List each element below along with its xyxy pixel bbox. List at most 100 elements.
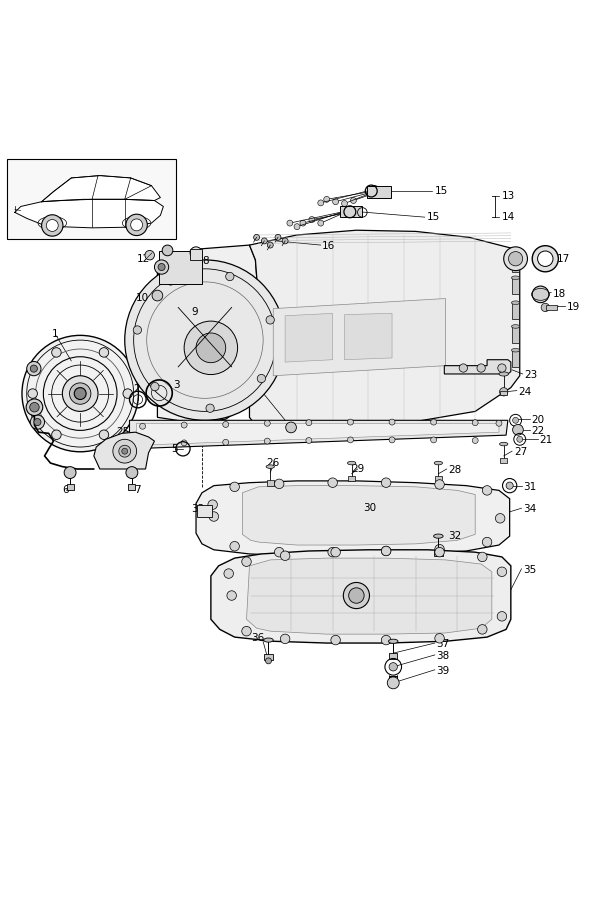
Circle shape [30,415,45,429]
Polygon shape [42,176,160,202]
Bar [512,327,519,343]
Circle shape [497,612,507,621]
Bar [197,505,212,517]
Ellipse shape [347,462,356,464]
Circle shape [242,557,251,566]
Ellipse shape [434,462,443,464]
Circle shape [343,582,369,608]
Circle shape [145,250,154,260]
Text: 12: 12 [137,254,150,264]
Circle shape [431,436,437,443]
Text: 20: 20 [532,415,545,426]
Polygon shape [444,360,511,374]
Circle shape [389,419,395,425]
Polygon shape [94,432,154,469]
Text: 7: 7 [134,485,140,495]
Text: 11: 11 [173,254,187,264]
Ellipse shape [511,325,520,328]
Circle shape [500,388,508,396]
Circle shape [275,234,281,240]
Circle shape [46,220,58,231]
Circle shape [69,382,91,404]
Ellipse shape [434,534,443,538]
Circle shape [342,201,347,206]
Bar [512,350,519,367]
Text: 36: 36 [251,634,264,643]
Circle shape [331,547,340,557]
Circle shape [140,423,146,429]
Ellipse shape [499,372,508,376]
Circle shape [133,326,141,334]
Circle shape [306,419,312,426]
Circle shape [349,588,364,603]
Circle shape [158,264,165,271]
Circle shape [266,658,271,664]
Circle shape [28,389,37,399]
Circle shape [52,347,61,357]
Circle shape [119,446,131,457]
Circle shape [318,200,324,206]
Bar [500,458,507,464]
Circle shape [328,478,337,488]
Circle shape [381,546,391,555]
Circle shape [496,420,502,427]
Polygon shape [196,481,510,555]
Ellipse shape [511,276,520,280]
Text: 23: 23 [524,370,537,380]
Circle shape [517,436,523,442]
Ellipse shape [511,254,520,257]
Circle shape [181,440,187,445]
Text: 13: 13 [502,191,515,201]
Circle shape [62,375,98,411]
Text: 34: 34 [523,504,536,515]
Circle shape [257,374,266,382]
Circle shape [324,196,330,202]
Circle shape [478,625,487,634]
Circle shape [328,547,337,557]
Polygon shape [15,199,163,228]
Text: 29: 29 [352,464,365,474]
Circle shape [280,634,290,644]
Circle shape [506,482,513,490]
Circle shape [206,404,214,412]
Circle shape [482,537,492,547]
Circle shape [34,418,41,426]
Circle shape [223,439,229,446]
Bar [7,159,176,239]
Text: 1: 1 [52,329,59,339]
Circle shape [350,197,356,203]
Text: 28: 28 [448,465,462,475]
Text: 27: 27 [514,447,527,457]
Text: 25: 25 [116,428,129,437]
Circle shape [208,500,217,509]
Circle shape [264,420,270,427]
Text: 24: 24 [518,387,531,397]
Circle shape [435,634,444,643]
Circle shape [26,399,43,416]
Bar [435,476,442,481]
Bar [512,278,519,294]
Circle shape [123,389,132,399]
Circle shape [389,662,397,671]
Text: 17: 17 [557,254,570,264]
Circle shape [154,260,169,274]
Circle shape [309,217,315,222]
Circle shape [224,569,233,579]
Circle shape [508,252,523,266]
Ellipse shape [388,639,398,644]
Circle shape [22,336,138,452]
Circle shape [30,365,37,373]
Bar [348,476,355,481]
Circle shape [266,316,274,324]
Text: 15: 15 [435,186,448,196]
Circle shape [435,544,444,554]
Circle shape [381,546,391,555]
Circle shape [435,480,444,490]
Circle shape [532,286,549,302]
Circle shape [306,437,312,444]
Circle shape [280,551,290,561]
Circle shape [318,220,324,226]
Circle shape [64,466,76,479]
Polygon shape [345,313,392,360]
Circle shape [300,220,306,226]
